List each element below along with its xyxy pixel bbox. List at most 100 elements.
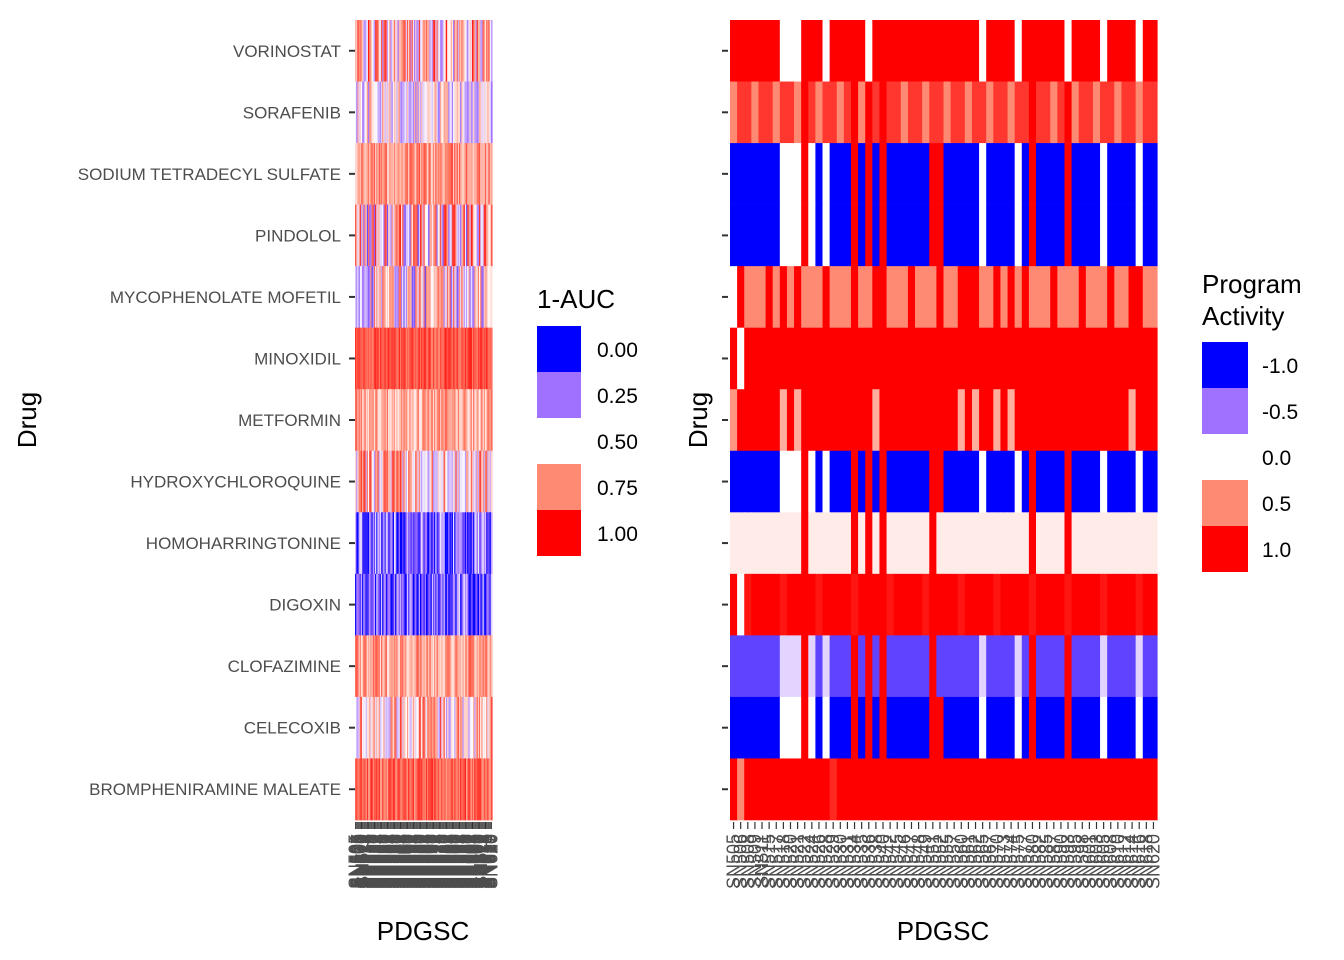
auc-cell [427, 143, 429, 205]
auc-cell [469, 758, 472, 821]
auc-cell [379, 266, 382, 328]
auc-cell [456, 758, 459, 821]
auc-cell [392, 266, 395, 328]
program-cell [907, 696, 916, 759]
program-cell [836, 573, 845, 636]
auc-cell [455, 635, 458, 698]
program-cell [772, 512, 781, 575]
auc-cell [471, 696, 474, 759]
auc-cell [460, 81, 462, 144]
program-cell [815, 204, 824, 267]
auc-cell [355, 635, 357, 698]
program-cell [808, 143, 816, 205]
auc-cell [443, 204, 446, 267]
auc-cell [445, 696, 448, 759]
auc-cell [430, 389, 433, 452]
program-cell [1057, 143, 1066, 205]
auc-cell [486, 450, 488, 513]
auc-legend-key [537, 372, 581, 418]
program-cell [765, 327, 774, 390]
auc-cell [449, 696, 452, 759]
auc-cell [442, 512, 445, 575]
auc-cell [369, 204, 371, 267]
program-x-tick-label: SN618 [1136, 834, 1156, 889]
auc-cell [397, 512, 400, 575]
program-cell [922, 696, 930, 759]
auc-cell [442, 696, 445, 759]
auc-cell [373, 512, 376, 575]
auc-cell [441, 758, 443, 821]
auc-cell [383, 81, 386, 144]
auc-cell [481, 143, 484, 205]
program-cell [879, 266, 888, 328]
program-cell [971, 573, 980, 636]
program-cell [915, 20, 923, 82]
auc-cell [373, 635, 376, 698]
program-cell [1071, 450, 1080, 513]
auc-cell [481, 204, 484, 267]
program-cell [1021, 573, 1030, 636]
program-cell [922, 81, 930, 144]
auc-cell [422, 573, 425, 636]
auc-cell [486, 204, 488, 267]
auc-cell [437, 266, 440, 328]
program-cell [1057, 266, 1066, 328]
auc-cell [483, 389, 486, 452]
auc-cell [467, 20, 469, 82]
auc-x-tick-label: SN515 [357, 834, 377, 889]
program-cell [1043, 573, 1051, 636]
auc-cell [364, 635, 367, 698]
auc-cell [356, 389, 358, 452]
auc-cell [424, 696, 427, 759]
program-cell [1128, 204, 1137, 267]
auc-cell [424, 204, 427, 267]
auc-x-tick-label: SN526 [370, 834, 390, 889]
auc-cell [365, 143, 368, 205]
auc-x-tick-label: SN528 [373, 834, 393, 889]
auc-cell [417, 450, 420, 513]
auc-cell [461, 696, 464, 759]
auc-cell [401, 389, 403, 452]
auc-cell [388, 81, 390, 144]
program-cell [1007, 204, 1016, 267]
auc-cell [454, 512, 456, 575]
auc-cell [454, 143, 456, 205]
auc-cell [489, 635, 492, 698]
auc-cell [383, 389, 386, 452]
program-cell [915, 204, 923, 267]
auc-cell [435, 450, 438, 513]
auc-cell [362, 204, 364, 267]
auc-cell [486, 327, 488, 390]
auc-cell [360, 758, 363, 821]
auc-cell [371, 696, 374, 759]
program-cell [1114, 573, 1123, 636]
auc-cell [424, 266, 427, 328]
program-cell [794, 389, 802, 452]
auc-cell [422, 143, 425, 205]
auc-x-tick-label: SN576 [429, 834, 449, 889]
program-cell [843, 389, 852, 452]
program-x-tick-label: SN610 [1108, 834, 1128, 889]
auc-cell [404, 573, 407, 636]
auc-cell [467, 696, 469, 759]
auc-cell [390, 143, 393, 205]
auc-cell [470, 389, 473, 452]
program-cell [900, 143, 909, 205]
auc-legend-key [537, 326, 581, 372]
program-cell [1078, 327, 1087, 390]
program-cell [1014, 696, 1023, 759]
program-cell [986, 573, 994, 636]
auc-cell [480, 450, 482, 513]
auc-cell [396, 81, 399, 144]
program-cell [1121, 81, 1130, 144]
auc-cell [456, 635, 459, 698]
program-cell [1021, 389, 1030, 452]
auc-cell [483, 204, 486, 267]
auc-cell [406, 143, 409, 205]
program-cell [1121, 758, 1130, 821]
auc-cell [404, 635, 407, 698]
program-cell [836, 512, 845, 575]
program-cell [1050, 635, 1058, 698]
auc-cell [386, 635, 389, 698]
program-cell [1014, 450, 1023, 513]
